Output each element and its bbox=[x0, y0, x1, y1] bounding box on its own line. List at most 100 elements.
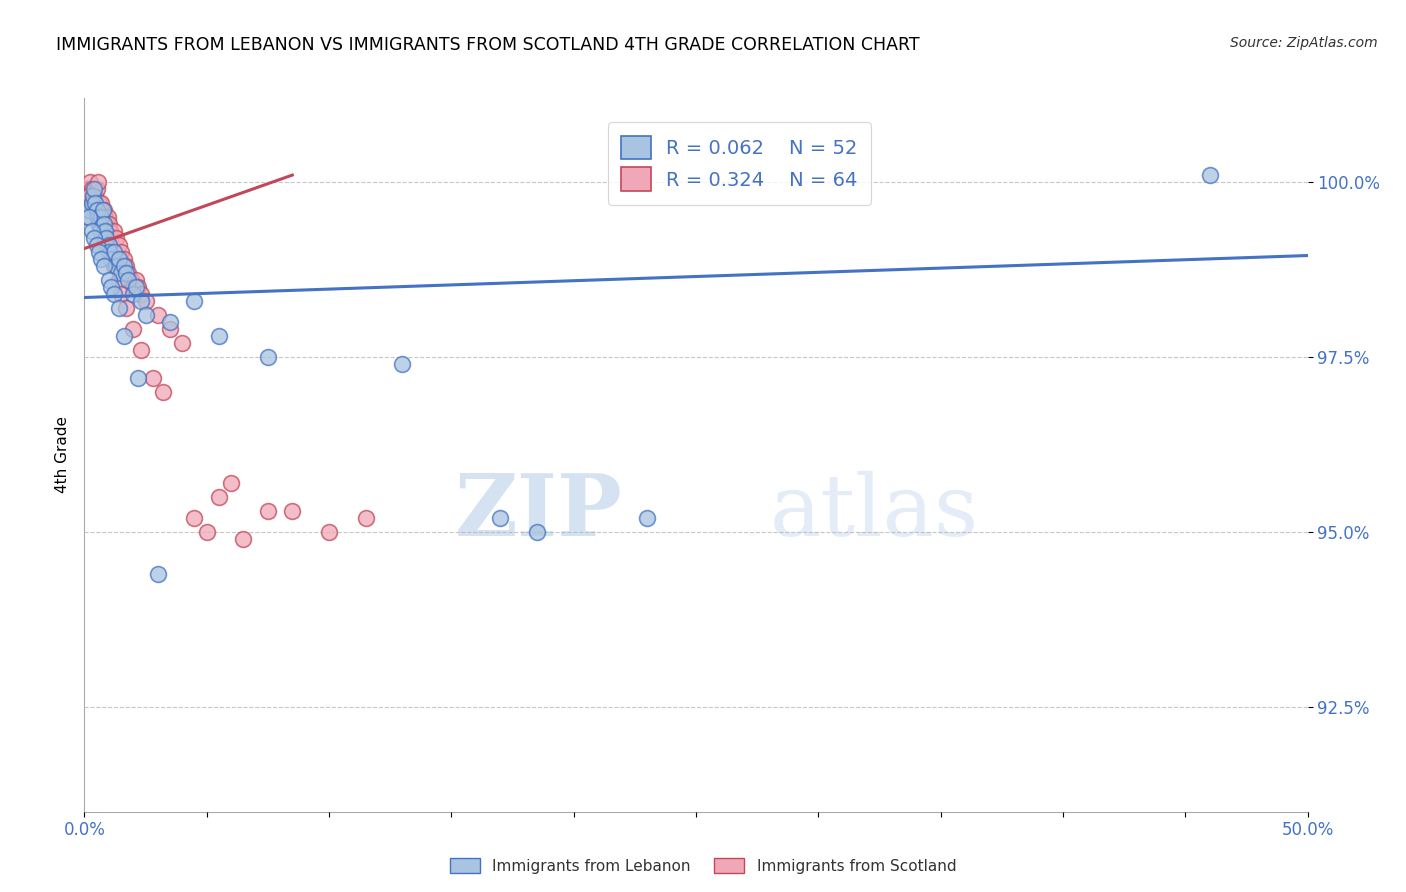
Text: Source: ZipAtlas.com: Source: ZipAtlas.com bbox=[1230, 36, 1378, 50]
Point bbox=[87, 217, 110, 231]
Point bbox=[100, 252, 122, 266]
Point bbox=[125, 280, 148, 294]
Point bbox=[110, 266, 132, 280]
Point bbox=[83, 231, 105, 245]
Point bbox=[94, 210, 117, 224]
Point bbox=[127, 280, 149, 294]
Point bbox=[97, 238, 120, 252]
Point bbox=[97, 273, 120, 287]
Point bbox=[87, 245, 110, 260]
Point bbox=[125, 273, 148, 287]
Point bbox=[90, 252, 112, 266]
Point bbox=[103, 224, 125, 238]
Point bbox=[117, 266, 139, 280]
Point bbox=[80, 224, 103, 238]
Point bbox=[103, 245, 125, 260]
Point bbox=[98, 224, 121, 238]
Point bbox=[115, 259, 138, 273]
Point bbox=[83, 202, 105, 217]
Point bbox=[146, 308, 169, 322]
Point bbox=[86, 238, 108, 252]
Point bbox=[142, 371, 165, 385]
Point bbox=[77, 189, 100, 203]
Point bbox=[93, 217, 115, 231]
Point bbox=[97, 217, 120, 231]
Point bbox=[129, 293, 152, 308]
Point bbox=[120, 273, 142, 287]
Point bbox=[208, 490, 231, 504]
Point bbox=[183, 293, 205, 308]
Point bbox=[93, 231, 115, 245]
Point bbox=[354, 511, 377, 525]
Point bbox=[86, 202, 108, 217]
Point bbox=[89, 202, 111, 217]
Point bbox=[83, 182, 105, 196]
Point bbox=[122, 280, 145, 294]
Point bbox=[195, 524, 218, 539]
Point bbox=[96, 231, 118, 245]
Point bbox=[91, 210, 114, 224]
Point bbox=[77, 189, 100, 203]
Point bbox=[318, 524, 340, 539]
Point bbox=[489, 511, 512, 525]
Point bbox=[82, 189, 104, 203]
Point bbox=[77, 182, 100, 196]
Point bbox=[152, 384, 174, 399]
Point bbox=[87, 210, 110, 224]
Legend: Immigrants from Lebanon, Immigrants from Scotland: Immigrants from Lebanon, Immigrants from… bbox=[443, 852, 963, 880]
Point bbox=[90, 196, 112, 211]
Point bbox=[94, 224, 117, 238]
Point bbox=[76, 182, 98, 196]
Point bbox=[83, 196, 105, 211]
Point bbox=[135, 293, 157, 308]
Point bbox=[107, 301, 129, 315]
Point bbox=[110, 245, 132, 260]
Point bbox=[110, 287, 132, 301]
Point bbox=[84, 189, 107, 203]
Y-axis label: 4th Grade: 4th Grade bbox=[55, 417, 70, 493]
Point bbox=[115, 301, 138, 315]
Point bbox=[281, 504, 304, 518]
Point bbox=[105, 259, 128, 273]
Point bbox=[100, 280, 122, 294]
Point bbox=[257, 504, 280, 518]
Point bbox=[105, 231, 128, 245]
Point bbox=[84, 196, 107, 211]
Point bbox=[122, 322, 145, 336]
Point bbox=[107, 252, 129, 266]
Point bbox=[122, 287, 145, 301]
Point bbox=[93, 259, 115, 273]
Point bbox=[172, 336, 194, 351]
Point bbox=[100, 252, 122, 266]
Point bbox=[86, 210, 108, 224]
Point bbox=[112, 252, 135, 266]
Point bbox=[115, 266, 138, 280]
Point bbox=[257, 350, 280, 364]
Point bbox=[89, 224, 111, 238]
Point bbox=[135, 308, 157, 322]
Point bbox=[93, 202, 115, 217]
Point bbox=[90, 224, 112, 238]
Point bbox=[80, 196, 103, 211]
Point bbox=[87, 175, 110, 189]
Point bbox=[103, 259, 125, 273]
Point bbox=[86, 182, 108, 196]
Point bbox=[107, 273, 129, 287]
Point bbox=[183, 511, 205, 525]
Point bbox=[97, 245, 120, 260]
Point bbox=[146, 566, 169, 581]
Point bbox=[112, 259, 135, 273]
Point bbox=[127, 371, 149, 385]
Point bbox=[129, 343, 152, 357]
Point bbox=[77, 202, 100, 217]
Point bbox=[87, 217, 110, 231]
Point bbox=[79, 175, 101, 189]
Point bbox=[232, 532, 254, 546]
Point bbox=[107, 238, 129, 252]
Point bbox=[91, 202, 114, 217]
Point bbox=[117, 273, 139, 287]
Point bbox=[159, 315, 181, 329]
Point bbox=[129, 287, 152, 301]
Point bbox=[1198, 168, 1220, 182]
Point bbox=[80, 182, 103, 196]
